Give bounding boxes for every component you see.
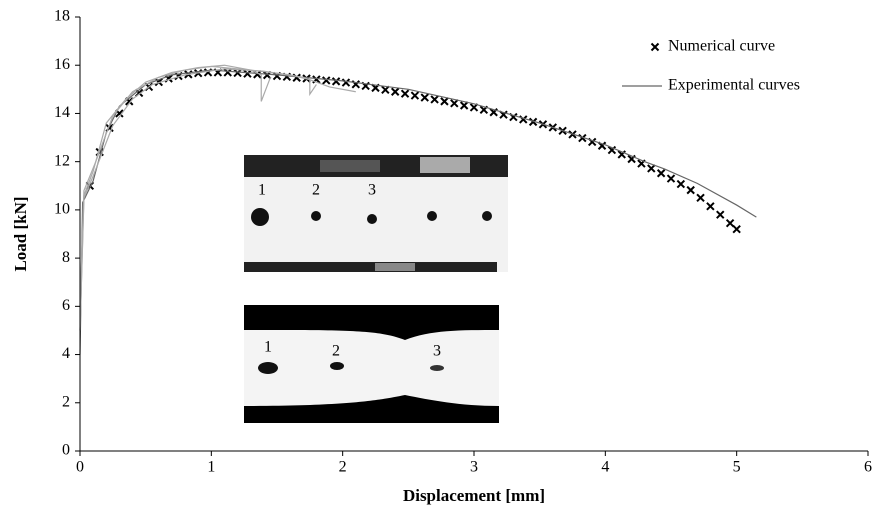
plot-area (79, 64, 757, 355)
x-tick-label: 5 (733, 459, 741, 476)
marker (528, 117, 538, 127)
marker (706, 202, 715, 211)
marker (578, 133, 587, 143)
inset-label: 2 (332, 343, 340, 360)
y-tick-label: 4 (62, 345, 70, 362)
y-tick-label: 18 (54, 8, 70, 25)
marker (322, 76, 331, 85)
experimental-curve (79, 68, 356, 331)
y-tick-label: 14 (54, 104, 70, 121)
marker (725, 218, 735, 228)
inset-bottom: 1 2 3 (244, 305, 499, 423)
legend-marker (650, 42, 660, 52)
marker (430, 95, 439, 104)
marker (331, 77, 341, 86)
marker (607, 145, 617, 155)
marker (341, 78, 351, 87)
legend-label: Experimental curves (668, 77, 800, 94)
y-tick-label: 0 (62, 442, 70, 459)
experimental-curve (79, 64, 271, 331)
y-tick-label: 10 (54, 201, 70, 218)
inset-label: 2 (312, 182, 320, 199)
marker (243, 69, 252, 78)
marker (381, 85, 390, 95)
marker (390, 87, 400, 96)
x-tick-label: 4 (601, 459, 609, 476)
y-tick-label: 16 (54, 56, 70, 73)
y-tick-label: 2 (62, 393, 70, 410)
marker (420, 93, 429, 102)
inset-label: 3 (368, 182, 376, 199)
marker (400, 89, 410, 98)
y-tick-label: 12 (54, 152, 70, 169)
marker (233, 68, 242, 78)
inset-label: 3 (433, 343, 441, 360)
marker (676, 179, 686, 189)
marker (459, 101, 469, 110)
marker (732, 224, 741, 234)
marker (617, 150, 626, 159)
x-tick-label: 6 (864, 459, 872, 476)
marker (696, 193, 705, 203)
y-tick-label: 8 (62, 249, 70, 266)
marker (440, 97, 449, 106)
x-tick-label: 2 (339, 459, 347, 476)
marker (223, 68, 232, 77)
legend-label: Numerical curve (668, 38, 775, 55)
marker (656, 169, 666, 178)
y-axis-label: Load [kN] (11, 196, 30, 271)
x-axis-label: Displacement [mm] (403, 486, 545, 505)
marker (647, 164, 656, 173)
x-tick-label: 0 (76, 459, 84, 476)
marker (686, 185, 695, 195)
inset-label: 1 (258, 182, 266, 199)
inset-top: 1 2 3 (244, 155, 508, 272)
x-tick-label: 3 (470, 459, 478, 476)
marker (410, 91, 420, 100)
marker (450, 99, 459, 108)
marker (666, 174, 676, 183)
y-tick-label: 6 (62, 297, 70, 314)
inset-label: 1 (264, 339, 272, 356)
marker (716, 210, 725, 219)
x-tick-label: 1 (207, 459, 215, 476)
